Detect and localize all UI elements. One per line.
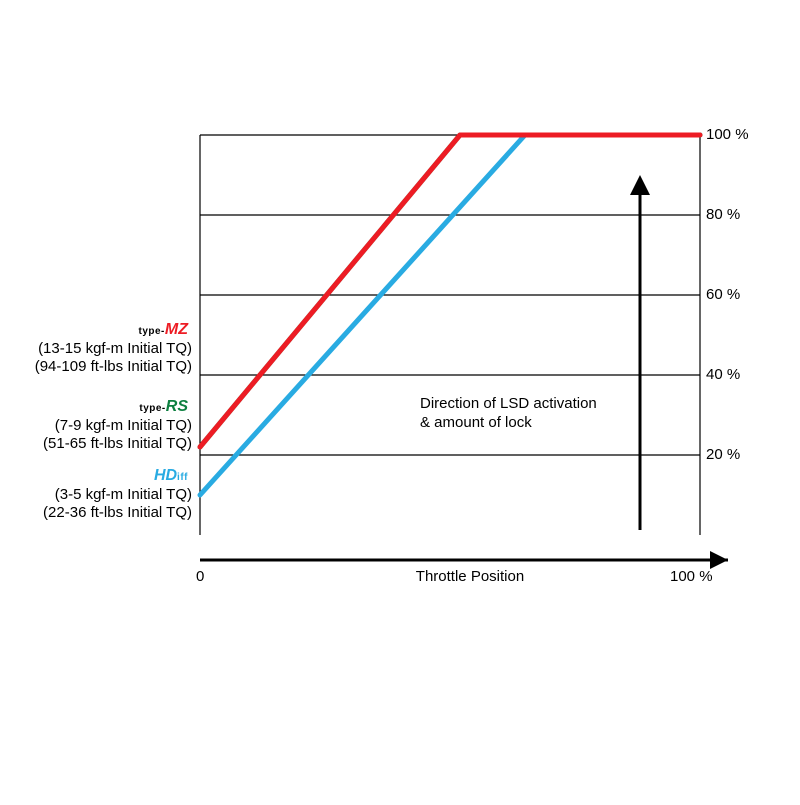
series-rs-title: type-RS <box>139 397 188 417</box>
series-mz-title: type-MZ <box>138 320 188 340</box>
x-axis-label: Throttle Position <box>380 568 560 587</box>
series-mz-line1: (13-15 kgf-m Initial TQ) <box>38 340 192 359</box>
ytick-20: 20 % <box>706 446 740 465</box>
series-rs-line2: (51-65 ft-lbs Initial TQ) <box>43 435 192 454</box>
lsd-chart: 100 % 80 % 60 % 40 % 20 % 0 Throttle Pos… <box>0 0 800 800</box>
xtick-0: 0 <box>196 568 204 587</box>
annotation-line1: Direction of LSD activation <box>420 395 640 414</box>
ytick-100: 100 % <box>706 126 749 145</box>
chart-svg <box>0 0 800 800</box>
ytick-80: 80 % <box>706 206 740 225</box>
ytick-40: 40 % <box>706 366 740 385</box>
ytick-60: 60 % <box>706 286 740 305</box>
series-mz-line2: (94-109 ft-lbs Initial TQ) <box>35 358 192 377</box>
xtick-100: 100 % <box>670 568 713 587</box>
series-hd-title: HDiff <box>154 466 188 486</box>
series-hd-line2: (22-36 ft-lbs Initial TQ) <box>43 504 192 523</box>
annotation-line2: & amount of lock <box>420 414 640 433</box>
series-hd-line1: (3-5 kgf-m Initial TQ) <box>55 486 192 505</box>
series-rs-line1: (7-9 kgf-m Initial TQ) <box>55 417 192 436</box>
